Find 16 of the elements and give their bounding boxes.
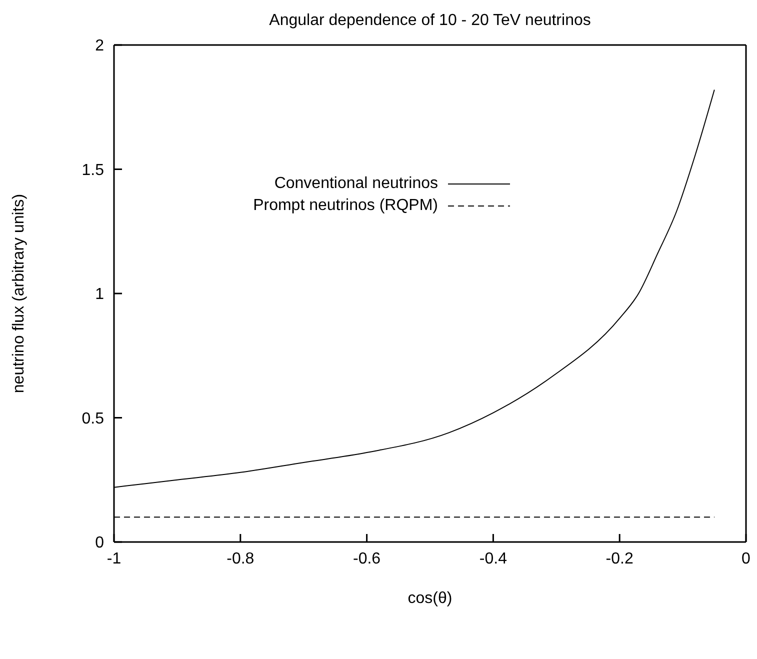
legend-label: Prompt neutrinos (RQPM) xyxy=(253,197,438,215)
x-tick-label: -0.2 xyxy=(606,550,634,568)
x-tick-label: 0 xyxy=(742,550,751,568)
x-tick-label: -0.6 xyxy=(353,550,381,568)
x-tick-label: -1 xyxy=(106,550,122,568)
y-tick-label: 1 xyxy=(95,286,104,304)
x-tick-label: -0.4 xyxy=(479,550,508,568)
y-tick-label: 2 xyxy=(95,38,104,55)
legend-label: Conventional neutrinos xyxy=(274,175,438,193)
y-tick-label: 1.5 xyxy=(82,162,104,179)
x-tick-label: -0.8 xyxy=(226,550,254,568)
y-axis-title: neutrino flux (arbitrary units) xyxy=(10,194,28,394)
chart-title: Angular dependence of 10 - 20 TeV neutrinos xyxy=(268,12,592,30)
x-axis-title: cos(θ) xyxy=(408,590,452,607)
y-tick-label: 0.5 xyxy=(82,410,104,428)
y-tick-label: 0 xyxy=(95,534,104,552)
